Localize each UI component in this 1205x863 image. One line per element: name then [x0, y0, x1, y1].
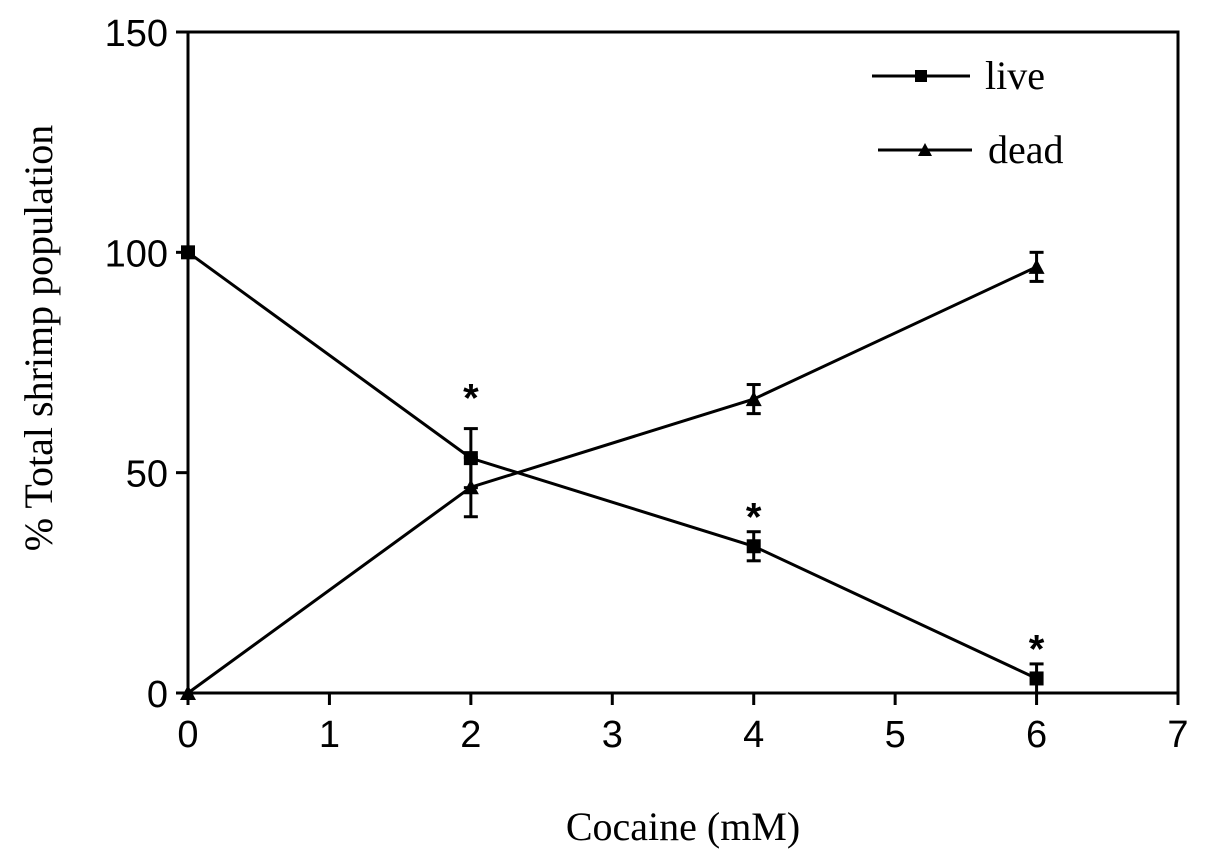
- y-tick-label: 100: [105, 233, 168, 275]
- legend-label-dead: dead: [988, 127, 1064, 172]
- x-tick-label: 7: [1167, 714, 1188, 756]
- data-point-live: [181, 245, 195, 260]
- x-tick-label: 5: [885, 714, 906, 756]
- annotation-layer: * * *: [463, 376, 1045, 671]
- y-axis-title: % Total shrimp population: [16, 125, 61, 551]
- x-axis-title: Cocaine (mM): [566, 804, 800, 849]
- significance-marker: *: [463, 376, 479, 420]
- data-point-dead: [180, 685, 196, 700]
- data-point-live: [1029, 671, 1044, 686]
- data-point-dead: [1028, 258, 1045, 274]
- series-line-dead: [187, 265, 1038, 695]
- y-tick-label: 150: [105, 13, 168, 55]
- x-tick-label: 1: [319, 714, 340, 756]
- series-line-live: [187, 251, 1038, 680]
- y-tick-label: 0: [147, 674, 168, 716]
- data-point-dead: [462, 479, 479, 495]
- data-point-live: [746, 539, 761, 554]
- x-tick-label: 2: [460, 714, 481, 756]
- legend: live dead: [872, 53, 1064, 172]
- legend-label-live: live: [985, 53, 1045, 98]
- significance-marker: *: [1029, 628, 1045, 672]
- x-tick-label: 0: [177, 714, 198, 756]
- plot-frame: [186, 30, 1180, 695]
- x-tick-label: 3: [602, 714, 623, 756]
- axis-ticks: 0 1 2 3 4 5 6 7 0 50 100 150: [105, 13, 1189, 756]
- y-tick-label: 50: [126, 454, 168, 496]
- significance-marker: *: [746, 495, 762, 539]
- legend-marker-dead: [918, 143, 932, 156]
- series-layer: [180, 245, 1045, 700]
- x-tick-label: 6: [1026, 714, 1047, 756]
- legend-marker-live: [915, 70, 927, 82]
- data-point-dead: [745, 391, 762, 407]
- x-tick-label: 4: [743, 714, 764, 756]
